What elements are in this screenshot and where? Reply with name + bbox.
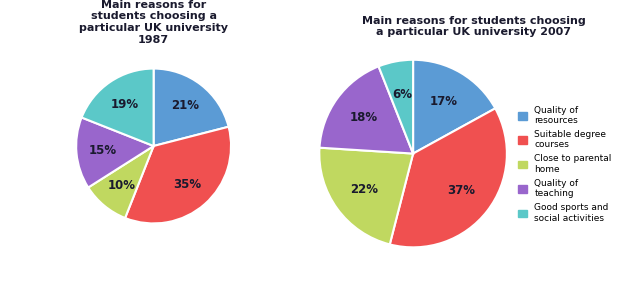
Text: 37%: 37%: [447, 184, 475, 197]
Wedge shape: [390, 108, 507, 247]
Wedge shape: [125, 127, 231, 223]
Wedge shape: [379, 60, 413, 154]
Text: 35%: 35%: [173, 178, 201, 190]
Wedge shape: [81, 69, 154, 146]
Legend: Quality of
resources, Suitable degree
courses, Close to parental
home, Quality o: Quality of resources, Suitable degree co…: [518, 106, 612, 223]
Text: 6%: 6%: [392, 88, 412, 101]
Text: 21%: 21%: [171, 100, 198, 112]
Title: Main reasons for
students choosing a
particular UK university
1987: Main reasons for students choosing a par…: [79, 0, 228, 45]
Wedge shape: [413, 60, 495, 154]
Wedge shape: [154, 69, 228, 146]
Wedge shape: [88, 146, 154, 218]
Wedge shape: [76, 117, 154, 187]
Text: 22%: 22%: [350, 182, 378, 196]
Text: 18%: 18%: [350, 112, 378, 124]
Wedge shape: [319, 148, 413, 244]
Text: 17%: 17%: [430, 95, 458, 108]
Title: Main reasons for students choosing
a particular UK university 2007: Main reasons for students choosing a par…: [362, 15, 586, 37]
Wedge shape: [319, 66, 413, 154]
Text: 10%: 10%: [108, 178, 135, 192]
Text: 15%: 15%: [89, 144, 117, 157]
Text: 19%: 19%: [111, 98, 139, 111]
